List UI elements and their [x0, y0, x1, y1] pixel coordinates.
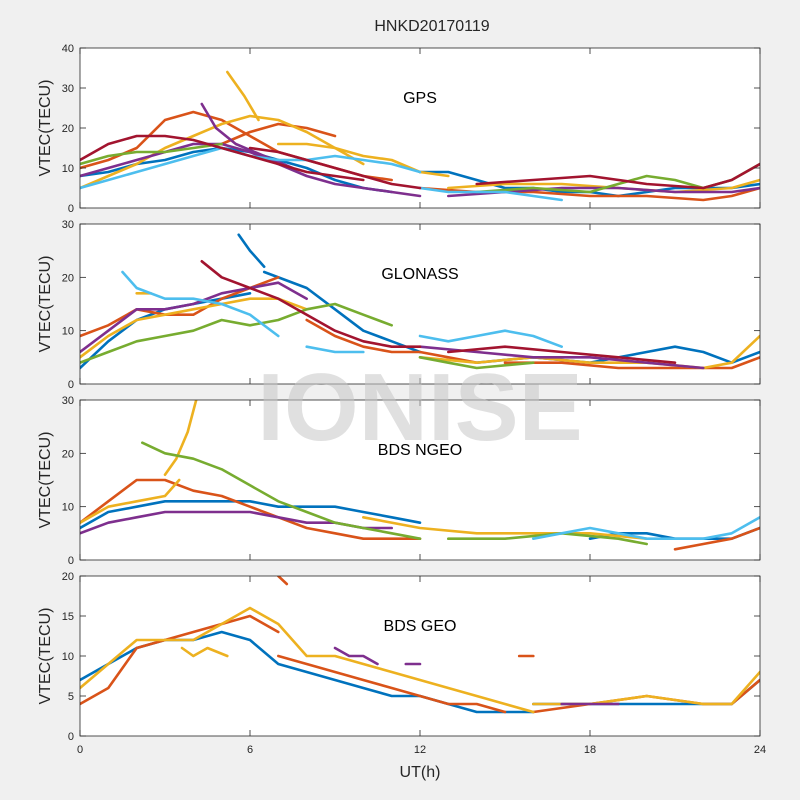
series-group — [80, 233, 760, 370]
x-tick-label: 6 — [247, 744, 253, 756]
series-line-10 — [80, 281, 308, 354]
series-group — [80, 576, 760, 714]
y-tick-label: 0 — [68, 555, 74, 567]
series-line-2 — [80, 478, 422, 540]
x-tick-label: 24 — [754, 744, 766, 756]
figure-title: HNKD20170119 — [374, 18, 489, 35]
y-tick-label: 20 — [62, 571, 74, 583]
y-tick-label: 0 — [68, 731, 74, 743]
series-line-9 — [418, 334, 760, 370]
series-line-3 — [220, 122, 337, 146]
series-line-16 — [80, 134, 365, 182]
y-tick-label: 30 — [62, 83, 74, 95]
plot-area — [80, 576, 760, 736]
series-line-8 — [141, 441, 422, 540]
x-tick-label: 12 — [414, 744, 426, 756]
y-tick-label: 10 — [62, 502, 74, 514]
series-line-15 — [418, 186, 563, 202]
subplot-title: BDS NGEO — [378, 442, 462, 459]
series-line-5 — [163, 400, 198, 476]
series-line-18 — [475, 162, 760, 190]
series-line-2 — [262, 270, 422, 354]
series-line-3 — [673, 526, 760, 551]
y-axis-label: VTEC(TECU) — [37, 80, 54, 177]
y-tick-label: 15 — [62, 611, 74, 623]
subplot-title: GLONASS — [381, 266, 458, 283]
series-line-10 — [532, 516, 760, 540]
series-line-6 — [226, 70, 260, 122]
y-tick-label: 20 — [62, 448, 74, 460]
series-line-3 — [277, 654, 507, 714]
series-line-4 — [80, 478, 181, 524]
y-tick-label: 10 — [62, 326, 74, 338]
subplot-title: GPS — [403, 90, 437, 107]
series-line-17 — [248, 146, 422, 190]
y-tick-label: 30 — [62, 219, 74, 231]
series-line-6 — [80, 606, 535, 714]
subplot-title: BDS GEO — [384, 618, 457, 635]
watermark: IONISE — [257, 354, 582, 461]
series-line-15 — [305, 345, 365, 354]
series-group — [80, 400, 760, 551]
x-tick-label: 0 — [77, 744, 83, 756]
series-line-16 — [418, 329, 563, 348]
subplot-3: 0 6 12 18 24 0 5 10 15 20 BDS GEO VTEC(TECU) — [37, 571, 766, 756]
series-line-2 — [80, 614, 280, 706]
series-group — [80, 70, 760, 202]
y-tick-label: 40 — [62, 43, 74, 55]
plot-area — [80, 48, 760, 208]
subplot-2: 0 10 20 30 BDS NGEO VTEC(TECU) — [37, 395, 761, 567]
series-line-12 — [80, 302, 393, 364]
series-line-7 — [180, 646, 229, 658]
y-axis-label: VTEC(TECU) — [37, 256, 54, 353]
series-line-17 — [200, 260, 422, 348]
y-tick-label: 30 — [62, 395, 74, 407]
subplot-1: 0 10 20 30 GLONASS VTEC(TECU) — [37, 219, 761, 391]
y-tick-label: 10 — [62, 163, 74, 175]
series-line-1 — [237, 233, 266, 268]
x-tick-label: 18 — [584, 744, 596, 756]
y-axis-label: VTEC(TECU) — [37, 432, 54, 529]
y-tick-label: 20 — [62, 123, 74, 135]
y-tick-label: 0 — [68, 379, 74, 391]
y-tick-label: 0 — [68, 203, 74, 215]
subplot-stack: 0 10 20 30 40 GPS VTEC(TECU) 0 10 20 30 GLONASS VTEC… — [37, 43, 766, 756]
series-line-9 — [80, 142, 422, 198]
subplot-0: 0 10 20 30 40 GPS VTEC(TECU) — [37, 43, 761, 215]
y-tick-label: 10 — [62, 651, 74, 663]
series-line-6 — [503, 356, 760, 370]
series-line-12 — [80, 142, 223, 166]
series-line-14 — [121, 270, 280, 338]
y-tick-label: 5 — [68, 691, 74, 703]
series-line-7 — [80, 297, 308, 359]
series-line-6 — [362, 516, 648, 540]
series-line-13 — [418, 356, 535, 370]
series-line-18 — [447, 345, 677, 364]
series-line-12 — [277, 576, 289, 586]
y-tick-label: 20 — [62, 272, 74, 284]
x-axis-label: UT(h) — [400, 764, 441, 781]
series-line-5 — [305, 318, 478, 364]
y-axis-label: VTEC(TECU) — [37, 608, 54, 705]
series-line-9 — [333, 646, 379, 666]
series-line-0 — [80, 500, 422, 530]
series-line-5 — [80, 114, 365, 190]
